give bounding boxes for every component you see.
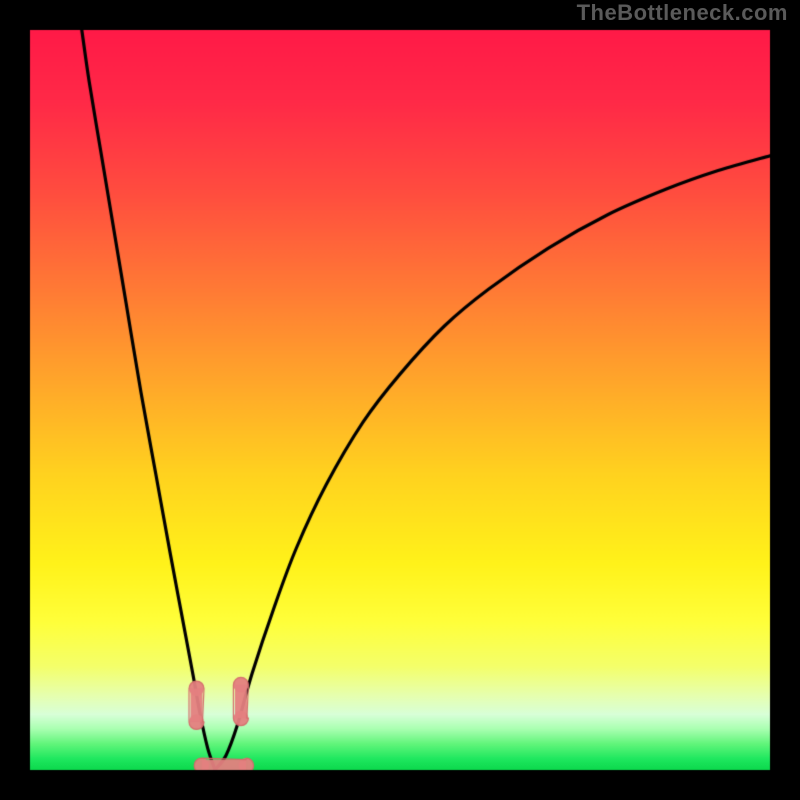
watermark-text: TheBottleneck.com (577, 0, 788, 26)
bottleneck-chart-canvas (0, 0, 800, 800)
chart-stage: TheBottleneck.com (0, 0, 800, 800)
